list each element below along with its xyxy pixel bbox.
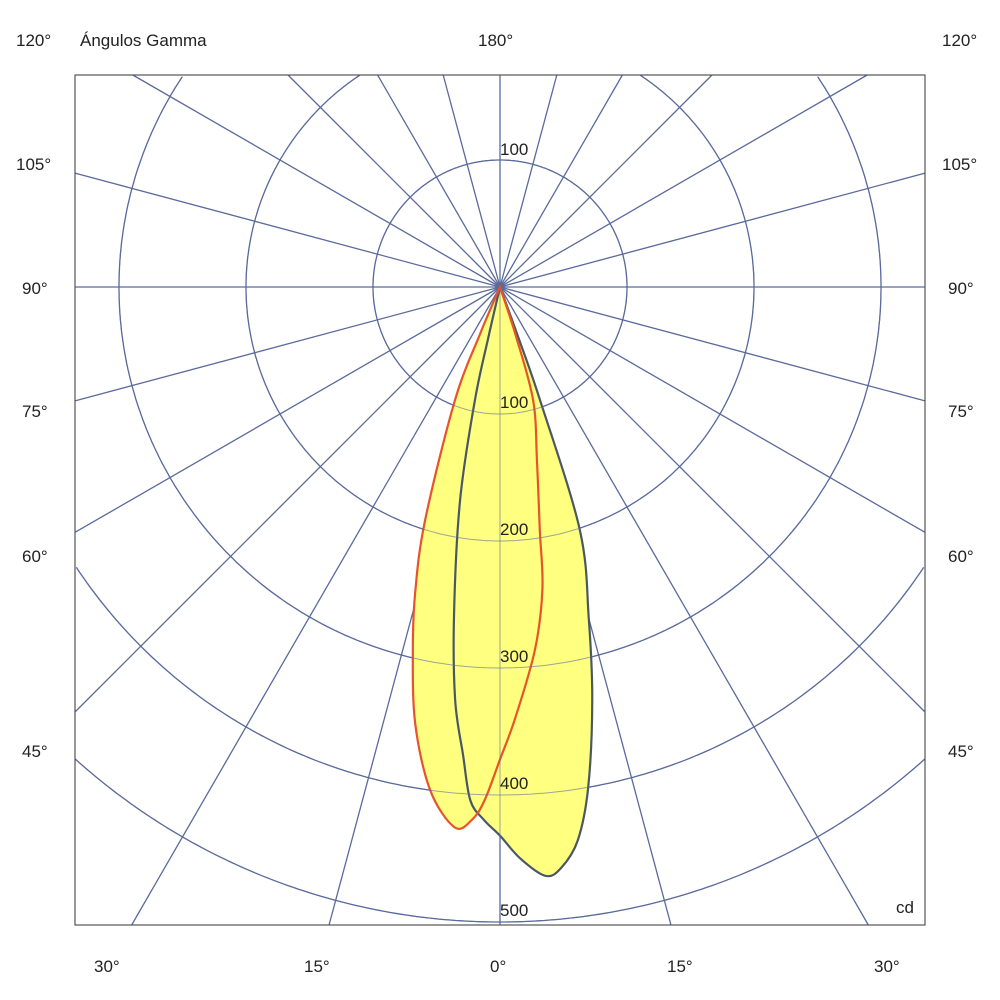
grid-radial-line: [287, 74, 501, 288]
grid-radial-line: [74, 172, 501, 288]
left-label-60: 60°: [22, 547, 48, 566]
grid-circle-overlay: [500, 567, 925, 796]
left-label-105: 105°: [16, 155, 51, 174]
grid-radial-line: [499, 74, 623, 288]
right-label-60: 60°: [948, 547, 974, 566]
grid-radial-line: [499, 172, 926, 288]
grid-circle-overlay: [500, 74, 755, 542]
grid-circle-overlay: [372, 159, 628, 415]
grid-circle-overlay: [500, 758, 926, 923]
grid-radial-line: [499, 286, 869, 926]
intensity-curve-red: [411, 283, 544, 830]
plot-frame: [74, 74, 926, 926]
radial-tick-label: 200: [500, 520, 528, 539]
grid-radial-line: [499, 74, 868, 288]
grid-circle-overlay: [118, 76, 500, 669]
grid-radial-line: [377, 74, 501, 288]
grid-radial-line: [74, 286, 501, 402]
right-label-105: 105°: [942, 155, 977, 174]
grid-radial-line: [442, 74, 501, 288]
radial-tick-label: 500: [500, 901, 528, 920]
chart-title: Ángulos Gamma: [80, 31, 207, 50]
intensity-curve-dark: [452, 283, 594, 878]
bottom-label-30-right: 30°: [874, 957, 900, 976]
radial-tick-label: 100: [500, 393, 528, 412]
grid-radial-line: [74, 286, 501, 533]
right-label-90: 90°: [948, 279, 974, 298]
grid-circle-overlay: [75, 567, 500, 796]
grid-circle-overlay: [245, 74, 500, 542]
grid-radial-line: [74, 286, 501, 713]
right-label-120: 120°: [942, 31, 977, 50]
grid-radial-line: [499, 286, 926, 713]
bottom-label-30-left: 30°: [94, 957, 120, 976]
grid-circle-overlay: [74, 758, 500, 923]
grid-radial-line: [499, 286, 926, 402]
right-label-45: 45°: [948, 742, 974, 761]
grid-radial-line: [132, 74, 501, 288]
grid-radial-line: [499, 286, 926, 533]
unit-label: cd: [896, 898, 914, 917]
bottom-label-0: 0°: [490, 957, 506, 976]
grid-radial-line: [499, 74, 558, 288]
bottom-label-15-left: 15°: [304, 957, 330, 976]
bottom-label-15-right: 15°: [667, 957, 693, 976]
left-label-75: 75°: [22, 402, 48, 421]
grid-radial-line: [499, 74, 713, 288]
radial-tick-label: 300: [500, 647, 528, 666]
top-label-180: 180°: [478, 31, 513, 50]
left-label-45: 45°: [22, 742, 48, 761]
radial-tick-label: 400: [500, 774, 528, 793]
left-label-120: 120°: [16, 31, 51, 50]
grid-radial-line: [131, 286, 501, 926]
intensity-fill: [412, 287, 543, 829]
grid-circle-overlay: [500, 76, 882, 669]
right-label-75: 75°: [948, 402, 974, 421]
top-radial-tick: 100: [500, 140, 528, 159]
left-label-90: 90°: [22, 279, 48, 298]
